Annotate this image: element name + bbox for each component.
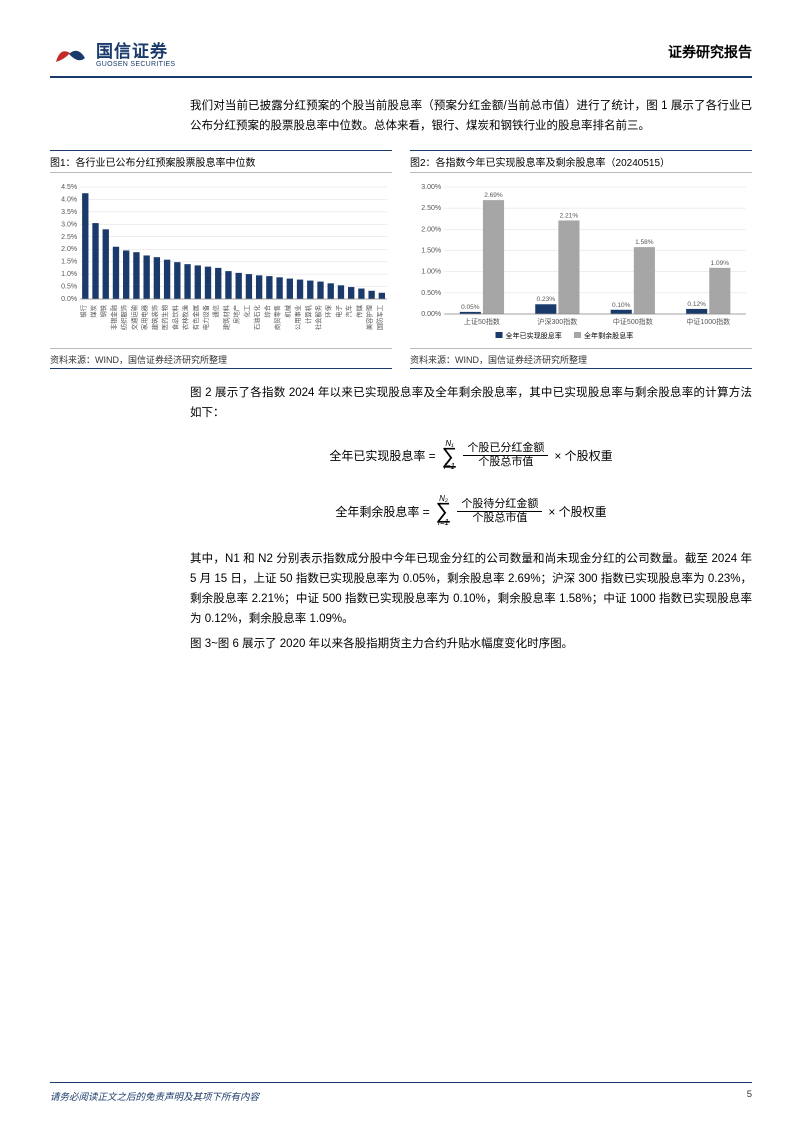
formula2-sum-upper: N₂	[439, 495, 448, 503]
svg-text:4.5%: 4.5%	[61, 184, 77, 191]
svg-text:0.23%: 0.23%	[537, 297, 556, 304]
guosen-logo-icon	[50, 42, 90, 70]
formula2-numerator: 个股待分红金额	[457, 498, 542, 512]
svg-text:全年已实现股息率: 全年已实现股息率	[506, 331, 562, 340]
svg-text:2.50%: 2.50%	[421, 205, 441, 212]
svg-text:1.5%: 1.5%	[61, 259, 77, 266]
logo-text-cn: 国信证券	[96, 43, 175, 61]
formula2-lhs: 全年剩余股息率 =	[335, 503, 429, 520]
figure-2-chart: 0.00% 0.50% 1.00% 1.50% 2.00% 2.50% 3.00% 0.05%…	[410, 179, 752, 344]
svg-text:石油石化: 石油石化	[252, 305, 261, 331]
svg-text:计算机: 计算机	[303, 305, 312, 325]
formula1-sum-upper: N₁	[445, 440, 453, 448]
svg-text:4.0%: 4.0%	[61, 197, 77, 204]
svg-text:交通运输: 交通运输	[129, 305, 138, 331]
svg-text:0.50%: 0.50%	[421, 290, 441, 297]
svg-text:沪深300指数: 沪深300指数	[537, 317, 577, 326]
svg-text:建筑装饰: 建筑装饰	[150, 305, 159, 330]
svg-text:国防军工: 国防军工	[375, 305, 384, 330]
figure-1-source: 资料来源：WIND，国信证券经济研究所整理	[50, 348, 392, 369]
svg-text:1.0%: 1.0%	[61, 271, 77, 278]
svg-text:传媒: 传媒	[354, 305, 363, 318]
svg-text:家用电器: 家用电器	[140, 305, 149, 331]
paragraph-next-figs: 图 3~图 6 展示了 2020 年以来各股指期货主力合约升贴水幅度变化时序图。	[190, 634, 752, 654]
svg-text:电力设备: 电力设备	[201, 305, 210, 331]
svg-text:0.0%: 0.0%	[61, 296, 77, 303]
svg-text:银行: 银行	[78, 305, 87, 318]
paragraph-results: 其中，N1 和 N2 分别表示指数成分股中今年已现金分红的公司数量和尚未现金分红…	[190, 549, 752, 630]
svg-text:化工: 化工	[242, 305, 251, 318]
svg-text:环保: 环保	[324, 305, 333, 318]
svg-text:1.58%: 1.58%	[635, 239, 654, 246]
figure-2-block: 图2：各指数今年已实现股息率及剩余股息率（20240515） 0.00% 0.50…	[410, 150, 752, 369]
figure-1-title: 图1：各行业已公布分红预案股票股息率中位数	[50, 150, 392, 173]
svg-text:通信: 通信	[211, 305, 220, 318]
formula2-sum-lower: i=1	[438, 519, 449, 527]
svg-text:有色金属: 有色金属	[191, 305, 200, 330]
figure-1-block: 图1：各行业已公布分红预案股票股息率中位数 0.0% 0.5% 1.0% 1.5% 2.…	[50, 150, 392, 369]
svg-text:2.00%: 2.00%	[421, 227, 441, 234]
svg-text:美容护理: 美容护理	[365, 305, 374, 331]
svg-text:综合: 综合	[262, 305, 271, 318]
footer-disclaimer: 请务必阅读正文之后的免责声明及其项下所有内容	[50, 1089, 259, 1103]
formula1-sum-lower: i=1	[444, 463, 455, 471]
svg-text:3.5%: 3.5%	[61, 209, 77, 216]
formula1-numerator: 个股已分红金额	[463, 442, 548, 456]
formula2-tail: × 个股权重	[548, 503, 606, 520]
svg-text:0.00%: 0.00%	[421, 311, 441, 318]
svg-text:2.5%: 2.5%	[61, 234, 77, 241]
page-number: 5	[747, 1089, 752, 1103]
page-header: 国信证券 GUOSEN SECURITIES 证券研究报告	[50, 42, 752, 78]
svg-text:1.50%: 1.50%	[421, 248, 441, 255]
svg-text:1.00%: 1.00%	[421, 269, 441, 276]
svg-text:中证1000指数: 中证1000指数	[686, 317, 730, 326]
report-type-label: 证券研究报告	[668, 42, 752, 62]
figure-2-title: 图2：各指数今年已实现股息率及剩余股息率（20240515）	[410, 150, 752, 173]
formula-realized-yield: 全年已实现股息率 = N₁ ∑ i=1 个股已分红金额 个股总市值 × 个股权重	[190, 438, 752, 474]
svg-text:3.0%: 3.0%	[61, 222, 77, 229]
formula1-lhs: 全年已实现股息率 =	[329, 447, 435, 464]
svg-text:上证50指数: 上证50指数	[464, 317, 500, 326]
svg-text:1.09%: 1.09%	[711, 260, 730, 267]
formula-remaining-yield: 全年剩余股息率 = N₂ ∑ i=1 个股待分红金额 个股总市值 × 个股权重	[190, 493, 752, 529]
formula1-denominator: 个股总市值	[474, 456, 537, 469]
svg-text:2.69%: 2.69%	[484, 192, 503, 199]
company-logo: 国信证券 GUOSEN SECURITIES	[50, 42, 175, 70]
svg-text:纺织服饰: 纺织服饰	[119, 305, 128, 330]
svg-text:建筑材料: 建筑材料	[221, 305, 230, 331]
svg-text:汽车: 汽车	[344, 305, 353, 318]
svg-text:0.12%: 0.12%	[687, 301, 706, 308]
svg-text:0.05%: 0.05%	[461, 304, 480, 311]
logo-text-en: GUOSEN SECURITIES	[96, 61, 175, 68]
svg-text:电子: 电子	[334, 305, 343, 318]
figure-row: 图1：各行业已公布分红预案股票股息率中位数 0.0% 0.5% 1.0% 1.5% 2.…	[50, 150, 752, 369]
svg-text:商贸零售: 商贸零售	[273, 305, 282, 330]
figure-1-chart: 0.0% 0.5% 1.0% 1.5% 2.0% 2.5% 3.0% 3.5% 4.0% 4.5%…	[50, 179, 392, 344]
svg-text:钢铁: 钢铁	[99, 305, 108, 318]
formula1-tail: × 个股权重	[554, 447, 612, 464]
svg-text:中证500指数: 中证500指数	[613, 317, 653, 326]
svg-text:机械: 机械	[283, 305, 292, 318]
svg-text:医药生物: 医药生物	[160, 305, 169, 330]
svg-text:农林牧渔: 农林牧渔	[181, 305, 190, 330]
svg-text:2.21%: 2.21%	[560, 213, 579, 220]
paragraph-method: 图 2 展示了各指数 2024 年以来已实现股息率及全年剩余股息率，其中已实现股…	[190, 383, 752, 423]
svg-text:0.10%: 0.10%	[612, 302, 631, 309]
svg-text:0.5%: 0.5%	[61, 284, 77, 291]
svg-text:食品饮料: 食品饮料	[170, 305, 179, 331]
paragraph-intro: 我们对当前已披露分红预案的个股当前股息率（预案分红金额/当前总市值）进行了统计，…	[190, 96, 752, 136]
formula2-denominator: 个股总市值	[468, 512, 531, 525]
figure-2-source: 资料来源：WIND，国信证券经济研究所整理	[410, 348, 752, 369]
svg-text:煤炭: 煤炭	[88, 305, 97, 318]
svg-text:社会服务: 社会服务	[313, 305, 322, 331]
svg-text:房地产: 房地产	[232, 305, 241, 324]
svg-text:2.0%: 2.0%	[61, 246, 77, 253]
svg-text:非银金融: 非银金融	[109, 305, 118, 331]
page-footer: 请务必阅读正文之后的免责声明及其项下所有内容 5	[50, 1082, 752, 1103]
svg-text:公用事业: 公用事业	[293, 305, 302, 330]
svg-text:全年剩余股息率: 全年剩余股息率	[584, 331, 633, 340]
svg-text:3.00%: 3.00%	[421, 184, 441, 191]
